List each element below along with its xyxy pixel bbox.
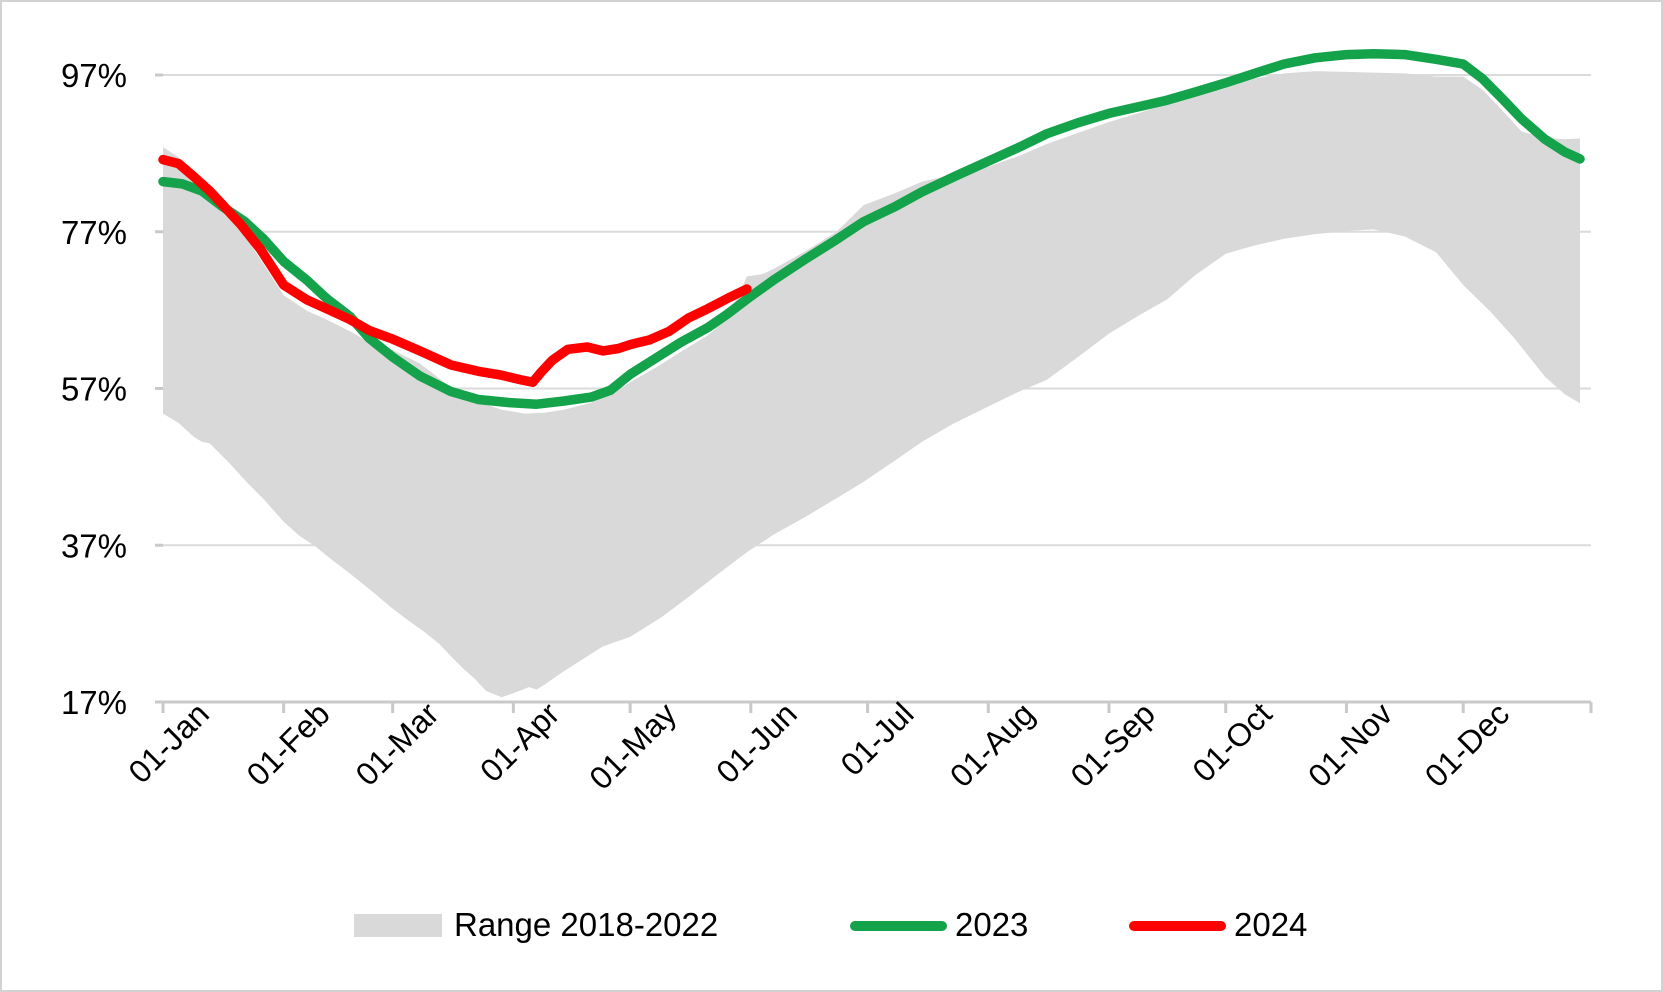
y-axis-label-77: 77% <box>61 214 127 251</box>
y-axis-label-57: 57% <box>61 371 127 408</box>
x-axis-label-01-Feb: 01-Feb <box>239 695 336 792</box>
x-axis-label-01-Jul: 01-Jul <box>833 695 920 782</box>
x-axis-label-01-Apr: 01-Apr <box>473 695 567 789</box>
line-2024 <box>158 154 752 387</box>
x-axis-label-01-Dec: 01-Dec <box>1418 695 1516 793</box>
x-axis-label-01-Sep: 01-Sep <box>1063 695 1161 793</box>
x-axis-label-01-Aug: 01-Aug <box>943 695 1041 793</box>
x-axis-label-01-Mar: 01-Mar <box>349 695 446 792</box>
x-axis-label-01-Nov: 01-Nov <box>1301 695 1399 793</box>
y-axis-label-37: 37% <box>61 527 127 564</box>
x-axis-label-01-Jun: 01-Jun <box>709 695 804 790</box>
x-axis-label-01-Jan: 01-Jan <box>121 695 216 790</box>
x-axis-label-01-Oct: 01-Oct <box>1185 695 1278 788</box>
x-axis-label-01-May: 01-May <box>582 695 683 796</box>
y-axis-label-17: 17% <box>61 684 127 721</box>
y-axis-label-97: 97% <box>61 57 127 94</box>
range-band-area <box>163 71 1580 698</box>
